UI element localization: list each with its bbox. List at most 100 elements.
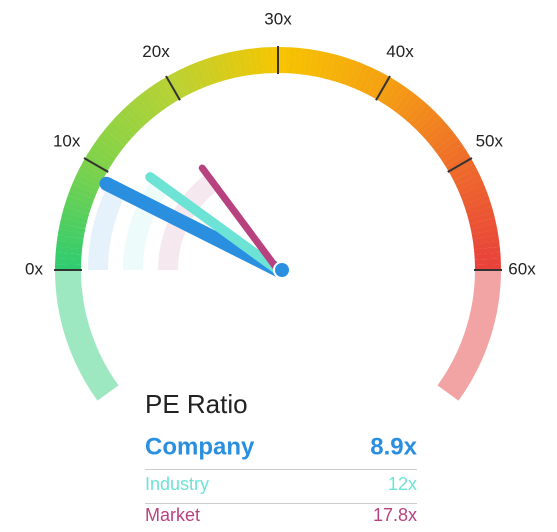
tick-label: 50x (476, 131, 504, 150)
gauge-band (192, 61, 208, 89)
gauge-band (69, 184, 97, 200)
gauge-band (94, 138, 119, 159)
gauge-band (401, 96, 423, 121)
gauge-band (104, 125, 129, 147)
tick-label: 40x (386, 42, 414, 61)
gauge-band (58, 223, 86, 235)
legend-name: Industry (145, 474, 209, 494)
lower-left-arc (55, 269, 119, 401)
gauge-band (71, 179, 99, 195)
gauge-band (353, 63, 369, 91)
gauge-band (181, 66, 199, 93)
legend-name: Company (145, 433, 255, 460)
gauge-band (137, 93, 159, 117)
gauge-band (56, 240, 83, 250)
gauge-band (237, 49, 248, 77)
gauge-band (76, 168, 103, 186)
gauge-band (440, 143, 466, 163)
gauge-band (473, 240, 500, 250)
gauge-band (198, 59, 213, 87)
gauge-band (473, 246, 501, 255)
gauge-band (176, 68, 194, 95)
gauge-band (348, 61, 364, 89)
gauge-band (156, 79, 176, 105)
gauge-band (128, 100, 151, 124)
legend-value: 12x (388, 474, 417, 494)
gauge-band (55, 246, 83, 255)
gauge-band (380, 79, 400, 105)
gauge-band (220, 53, 233, 80)
gauge-band (101, 129, 125, 151)
gauge-band (468, 212, 495, 225)
gauge-band (79, 163, 105, 181)
gauge-band (461, 190, 489, 205)
tick-mark (375, 75, 391, 101)
gauge-band (308, 49, 319, 77)
gauge-band (323, 53, 336, 80)
gauge-band (303, 48, 314, 76)
gauge-band (431, 129, 455, 151)
gauge-band (116, 112, 139, 135)
gauge-band (333, 56, 348, 83)
gauge-band (248, 48, 258, 75)
gauge-band (151, 82, 171, 108)
tick-label: 0x (25, 259, 43, 278)
tick-mark (165, 75, 181, 101)
gauge-band (472, 235, 500, 245)
gauge-band (187, 63, 203, 91)
legend-value: 8.9x (370, 433, 417, 460)
gauge-band (470, 223, 498, 235)
gauge-band (409, 104, 432, 128)
gauge-band (318, 51, 331, 79)
gauge-band (214, 54, 228, 82)
needle (99, 176, 285, 277)
gauge-band (243, 48, 253, 76)
needle-hub (273, 261, 291, 279)
value-trace (88, 184, 127, 271)
gauge-band (427, 125, 452, 147)
gauge-band (424, 120, 448, 143)
tick-label: 10x (53, 131, 81, 150)
gauge-band (90, 143, 116, 163)
gauge-band (209, 56, 223, 83)
gauge-band (469, 217, 497, 230)
gauge-band (343, 59, 359, 87)
gauge-band (393, 89, 414, 114)
gauge-band (385, 82, 405, 108)
gauge-band (389, 86, 410, 111)
gauge-band (108, 120, 132, 143)
legend-value: 17.8x (373, 505, 417, 525)
gauge-band (142, 89, 163, 114)
gauge-band (56, 234, 84, 245)
gauge-band (457, 179, 485, 195)
needle (198, 164, 282, 274)
gauge-band (362, 68, 380, 95)
gauge-band (455, 173, 482, 191)
gauge-band (120, 108, 143, 131)
gauge-band (61, 212, 88, 225)
gauge-band (437, 138, 462, 159)
tick-mark (447, 157, 473, 173)
gauge-band (87, 148, 113, 168)
gauge-band (451, 163, 477, 181)
gauge-band (443, 148, 469, 168)
tick-label: 30x (264, 9, 292, 28)
gauge-band (124, 104, 147, 128)
gauge-band (171, 71, 189, 97)
gauge-band (328, 54, 342, 82)
gauge-band (293, 47, 302, 75)
gauge-band (112, 116, 136, 139)
gauge-band (65, 195, 93, 210)
gauge-band (62, 206, 90, 220)
gauge-band (434, 134, 459, 155)
gauge-band (358, 66, 375, 93)
tick-mark (83, 157, 109, 173)
gauge-band (463, 195, 491, 210)
tick-label: 20x (142, 42, 170, 61)
gauge-band (338, 57, 353, 85)
gauge-band (97, 134, 122, 155)
gauge-band (466, 206, 494, 220)
gauge-band (367, 71, 385, 97)
gauge-band (59, 217, 87, 230)
